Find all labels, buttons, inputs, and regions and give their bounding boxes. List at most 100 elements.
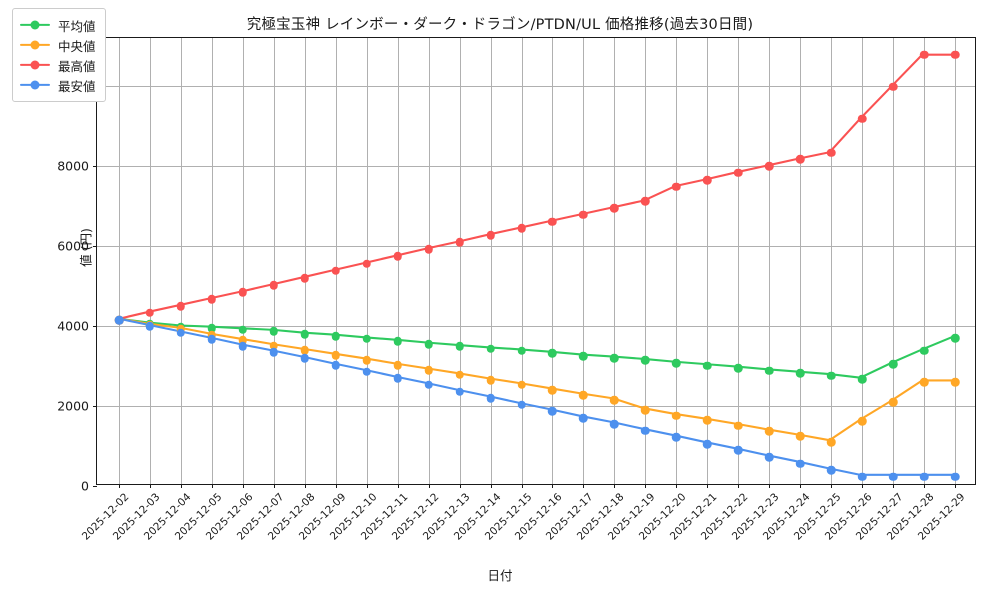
x-tick-mark (211, 484, 213, 488)
x-tick-mark (893, 484, 895, 488)
data-point-marker (207, 334, 217, 344)
gridline-vertical (397, 38, 399, 484)
data-point-marker (857, 472, 867, 482)
data-point-marker (517, 224, 526, 233)
gridline-vertical (862, 38, 864, 484)
data-point-marker (826, 466, 836, 475)
data-point-marker (269, 280, 279, 290)
data-point-marker (424, 365, 433, 375)
gridline-vertical (645, 38, 647, 484)
gridline-vertical (459, 38, 461, 484)
data-point-marker (114, 315, 124, 325)
legend-item-3[interactable]: 最高値 (20, 55, 96, 75)
data-point-marker (672, 358, 681, 368)
x-tick-mark (149, 484, 151, 488)
series-line (117, 317, 955, 442)
data-point-marker (486, 344, 495, 354)
x-tick-mark (862, 484, 864, 488)
data-point-marker (269, 341, 279, 350)
data-point-marker (610, 395, 619, 405)
data-point-marker (548, 385, 557, 395)
gridline-vertical (490, 38, 492, 484)
data-point-marker (641, 405, 650, 415)
data-point-marker (548, 217, 557, 226)
data-point-marker (734, 168, 743, 178)
y-tick-mark (93, 326, 97, 327)
x-tick-mark (273, 484, 275, 488)
x-axis-title: 日付 (487, 568, 513, 583)
data-point-marker (764, 452, 774, 462)
x-tick-mark (459, 484, 461, 488)
data-point-marker (764, 426, 774, 436)
x-tick-mark (242, 484, 244, 488)
data-point-marker (734, 421, 743, 430)
data-point-marker (579, 390, 588, 400)
gridline-vertical (583, 38, 585, 484)
data-point-marker (610, 353, 619, 363)
data-point-marker (548, 348, 557, 358)
data-point-marker (393, 336, 402, 346)
x-tick-mark (180, 484, 182, 488)
data-point-marker (641, 426, 650, 436)
data-point-marker (610, 419, 619, 429)
x-tick-mark (769, 484, 771, 488)
data-point-marker (238, 341, 248, 351)
gridline-vertical (304, 38, 306, 484)
data-point-marker (517, 400, 526, 410)
data-point-marker (703, 416, 712, 425)
data-point-marker (486, 393, 495, 403)
data-point-marker (238, 325, 248, 334)
chart-legend: 平均値中央値 最高値最安値 (12, 8, 106, 102)
data-point-marker (888, 360, 898, 369)
data-point-marker (703, 175, 712, 185)
x-tick-mark (428, 484, 430, 488)
data-point-marker (764, 161, 774, 171)
x-tick-mark (521, 484, 523, 488)
x-tick-mark (738, 484, 740, 488)
x-tick-mark (645, 484, 647, 488)
legend-item-1[interactable]: 平均値 (20, 15, 96, 35)
data-point-marker (703, 361, 712, 370)
data-point-marker (362, 367, 371, 376)
x-tick-mark (924, 484, 926, 488)
data-point-marker (764, 366, 774, 376)
data-point-marker (703, 439, 712, 449)
data-point-marker (300, 346, 310, 355)
data-point-marker (393, 360, 402, 370)
data-point-marker (517, 380, 526, 390)
legend-item-label: 最安値 (58, 78, 96, 94)
data-point-marker (795, 432, 805, 441)
data-point-marker (795, 154, 805, 164)
gridline-vertical (521, 38, 523, 484)
data-point-marker (672, 182, 681, 192)
data-point-marker (145, 322, 155, 331)
data-point-marker (950, 333, 960, 343)
data-point-marker (579, 413, 588, 423)
data-point-marker (393, 374, 402, 383)
legend-item-2[interactable]: 中央値 (20, 35, 96, 55)
legend-item-label: 中央値 (58, 38, 96, 54)
x-tick-mark (490, 484, 492, 488)
data-point-marker (362, 259, 371, 268)
x-tick-mark (335, 484, 337, 488)
y-tick-label: 2000 (57, 398, 89, 414)
data-point-marker (300, 273, 310, 283)
data-point-marker (857, 114, 867, 124)
legend-item-4[interactable]: 最安値 (20, 75, 96, 95)
data-point-marker (424, 380, 433, 390)
data-point-marker (176, 328, 186, 338)
gridline-vertical (831, 38, 833, 484)
data-point-marker (579, 210, 588, 220)
data-point-marker (331, 350, 340, 360)
data-point-marker (919, 472, 929, 482)
data-point-marker (857, 374, 867, 384)
x-tick-mark (583, 484, 585, 488)
data-point-marker (826, 148, 836, 158)
x-tick-mark (955, 484, 956, 488)
data-point-marker (795, 368, 805, 378)
gridline-vertical (211, 38, 213, 484)
data-point-marker (888, 82, 898, 92)
data-point-marker (950, 377, 960, 387)
gridline-vertical (769, 38, 771, 484)
